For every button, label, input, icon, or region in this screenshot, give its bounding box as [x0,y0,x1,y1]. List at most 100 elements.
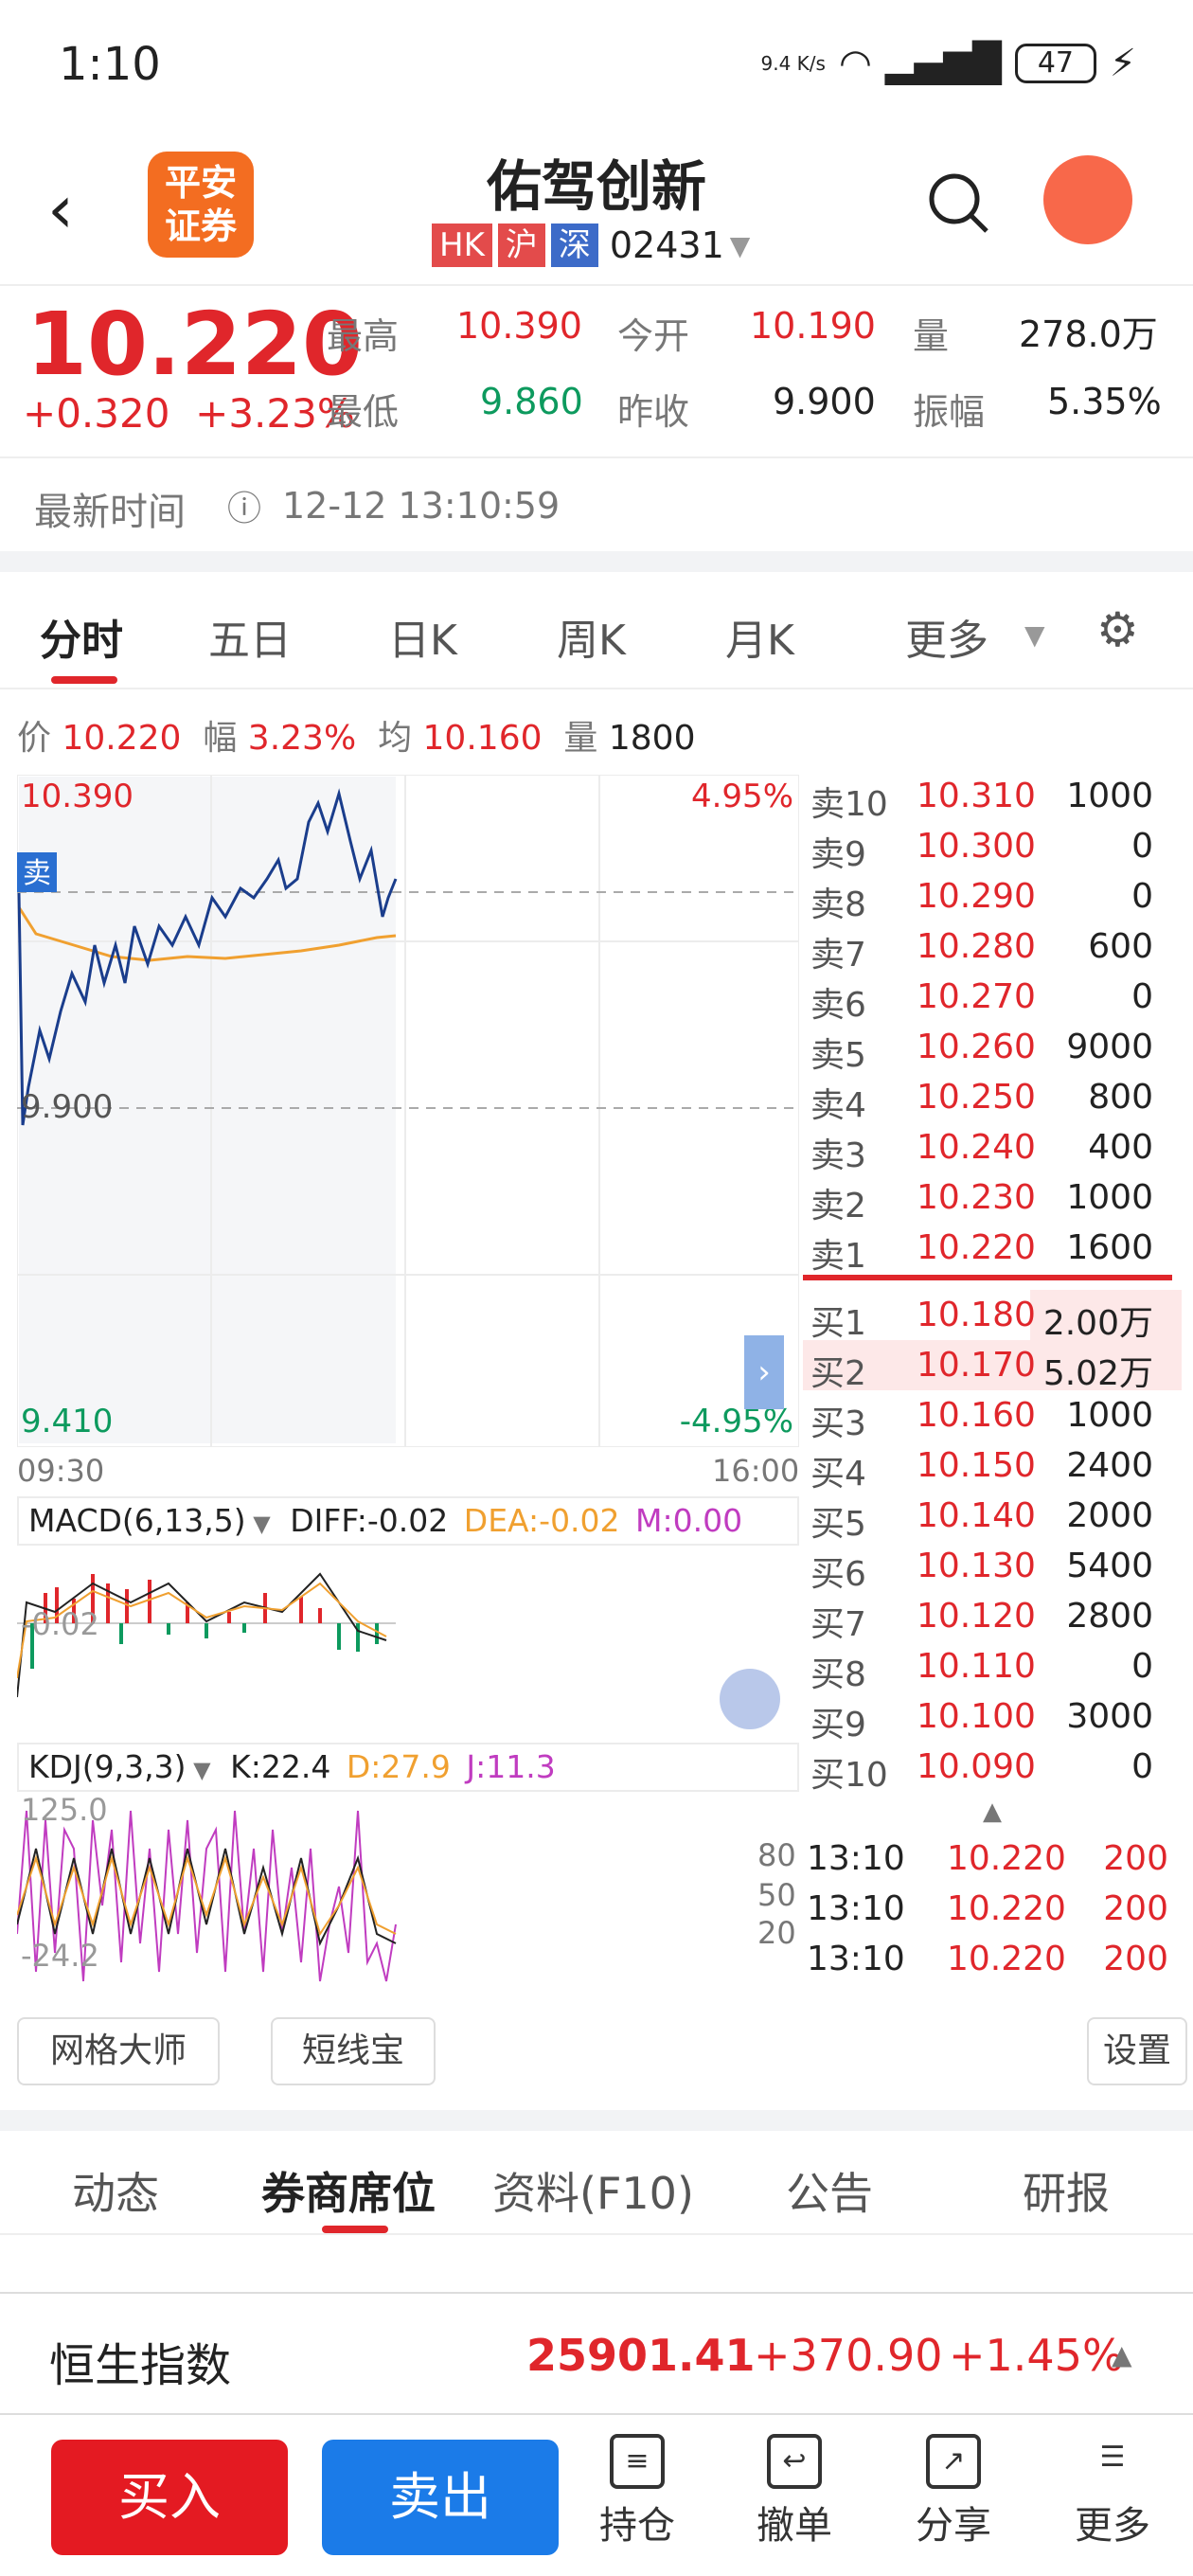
trade-qty: 200 [1103,1839,1168,1878]
tab-announcements[interactable]: 公告 [786,2168,873,2219]
market-tags[interactable]: HK 沪 深 02431 ▼ [432,224,750,267]
ask-row[interactable]: 卖1 10.220 1600 [803,1223,1182,1276]
index-name: 恒生指数 [49,2339,232,2392]
tab-daily-k[interactable]: 日K [388,617,457,665]
cancel-order-button[interactable]: ↩ 撤单 [742,2434,846,2549]
book-qty: 1600 [1066,1228,1153,1267]
tab-news[interactable]: 动态 [72,2168,159,2219]
more-icon: ☰ [1099,2441,1126,2474]
settings-gear-icon[interactable]: ⚙ [1096,602,1139,657]
app-header: ‹ 平安证券 佑驾创新 HK 沪 深 02431 ▼ [0,133,1193,284]
ask-row[interactable]: 卖6 10.270 0 [803,972,1182,1025]
book-level: 卖8 [810,886,866,924]
ask-row[interactable]: 卖2 10.230 1000 [803,1172,1182,1225]
tab-intraday[interactable]: 分时 [40,617,123,665]
kdj-bottom-label: -24.2 [21,1938,99,1974]
book-price: 10.220 [917,1228,1036,1267]
book-level: 买1 [810,1304,866,1343]
tag-hk: HK [432,224,492,267]
ask-row[interactable]: 卖8 10.290 0 [803,871,1182,924]
stock-title: 佑驾创新 [486,154,706,219]
index-change: +370.90 [754,2330,943,2381]
book-price: 10.140 [917,1496,1036,1535]
bid-row[interactable]: 买4 10.150 2400 [803,1440,1182,1494]
book-qty: 0 [1131,977,1153,1016]
book-level: 买9 [810,1706,866,1744]
tab-broker-seats[interactable]: 券商席位 [261,2168,436,2219]
book-price: 10.280 [917,927,1036,966]
kdj-selector[interactable]: KDJ(9,3,3) [28,1748,187,1785]
ask-row[interactable]: 卖3 10.240 400 [803,1122,1182,1175]
book-qty: 5400 [1066,1547,1153,1585]
share-button[interactable]: ↗ 分享 [901,2434,1006,2549]
bid-row[interactable]: 买3 10.160 1000 [803,1390,1182,1443]
book-price: 10.110 [917,1647,1036,1686]
chevron-down-icon: ▼ [729,229,751,261]
macd-header: MACD(6,13,5) ▼ DIFF:-0.02 DEA:-0.02 M:0.… [17,1496,799,1546]
book-price: 10.160 [917,1396,1036,1435]
trade-time: 13:10 [807,1940,905,1978]
book-qty: 0 [1131,1747,1153,1786]
ask-row[interactable]: 卖7 10.280 600 [803,921,1182,975]
book-level: 买3 [810,1404,866,1443]
low-value: 9.860 [480,381,583,422]
bid-row[interactable]: 买9 10.100 3000 [803,1691,1182,1744]
bid-row[interactable]: 买1 10.180 2.00万 [803,1290,1182,1343]
tab-five-day[interactable]: 五日 [208,617,292,665]
buy-button[interactable]: 买入 [51,2440,288,2555]
book-level: 买5 [810,1505,866,1544]
ask-row[interactable]: 卖4 10.250 800 [803,1072,1182,1125]
book-price: 10.250 [917,1078,1036,1117]
bid-row[interactable]: 买10 10.090 0 [803,1742,1182,1795]
bid-row[interactable]: 买2 10.170 5.02万 [803,1340,1182,1393]
more-button[interactable]: ☰ 更多 [1060,2434,1165,2549]
kdj-level-20: 20 [757,1915,796,1951]
ask-row[interactable]: 卖10 10.310 1000 [803,771,1182,824]
bid-row[interactable]: 买7 10.120 2800 [803,1591,1182,1644]
assistant-avatar[interactable] [1043,155,1132,244]
current-price: 10.220 [27,294,364,395]
expand-orderbook-icon[interactable] [744,1335,784,1409]
intraday-chart[interactable]: 卖 10.390 4.95% 9.900 9.410 -4.95% › [17,775,799,1447]
tab-weekly-k[interactable]: 周K [557,617,626,665]
macd-axis-label: -0.02 [21,1606,99,1642]
grid-master-button[interactable]: 网格大师 [17,2017,220,2085]
search-icon[interactable] [926,170,992,237]
chevron-up-icon[interactable]: ▲ [983,1798,1002,1826]
book-price: 10.240 [917,1128,1036,1167]
kdj-level-80: 80 [757,1837,796,1873]
book-qty: 2.00万 [1042,1304,1153,1343]
ask-row[interactable]: 卖9 10.300 0 [803,821,1182,874]
book-price: 10.230 [917,1178,1036,1217]
average-price-line [17,906,397,962]
chart-end-time: 16:00 [712,1453,800,1489]
bid-row[interactable]: 买8 10.110 0 [803,1641,1182,1694]
ask-row[interactable]: 卖5 10.260 9000 [803,1022,1182,1075]
book-qty: 1000 [1066,1396,1153,1435]
positions-button[interactable]: ≡ 持仓 [585,2434,689,2549]
sell-button[interactable]: 卖出 [322,2440,559,2555]
broker-logo: 平安证券 [148,152,254,258]
tab-f10[interactable]: 资料(F10) [492,2168,694,2219]
fullscreen-icon[interactable] [720,1669,780,1729]
index-pct: +1.45% [949,2330,1124,2381]
bid-row[interactable]: 买5 10.140 2000 [803,1491,1182,1544]
amplitude-label: 振幅 [913,391,986,433]
tab-more[interactable]: 更多 [905,617,988,665]
tab-research[interactable]: 研报 [1023,2168,1110,2219]
index-ticker[interactable]: 恒生指数 25901.41 +370.90 +1.45% ▲ [0,2292,1193,2415]
book-qty: 2400 [1066,1446,1153,1485]
back-icon[interactable]: ‹ [47,170,74,248]
volume-label: 量 [913,315,950,357]
settings-button[interactable]: 设置 [1087,2017,1187,2085]
info-icon[interactable]: ⓘ [227,490,262,528]
bid-row[interactable]: 买6 10.130 5400 [803,1541,1182,1594]
trade-price: 10.220 [947,1940,1066,1978]
short-line-button[interactable]: 短线宝 [271,2017,436,2085]
macd-selector[interactable]: MACD(6,13,5) [28,1502,246,1539]
book-level: 卖7 [810,936,866,975]
book-price: 10.290 [917,877,1036,916]
divider [0,2110,1193,2131]
tab-monthly-k[interactable]: 月K [725,617,794,665]
book-level: 买10 [810,1756,888,1795]
